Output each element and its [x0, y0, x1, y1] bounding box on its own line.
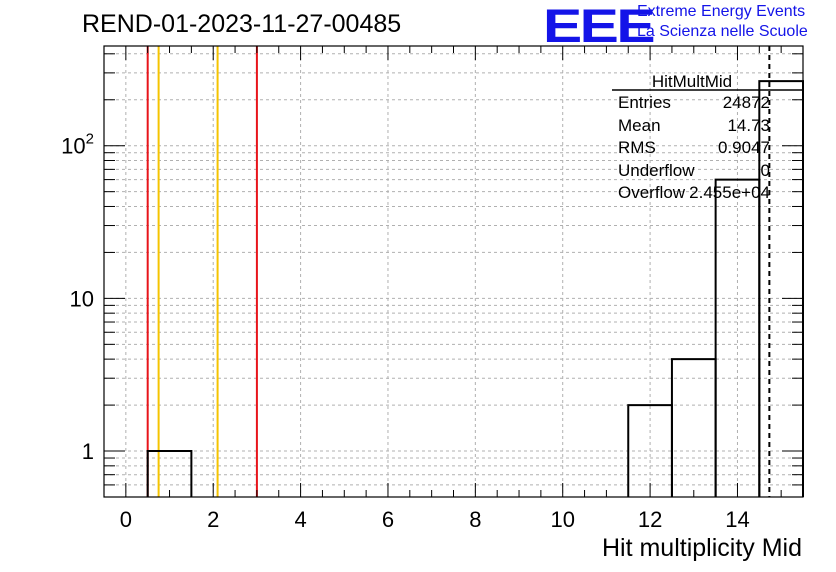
tick-labels: 0 2 4 6 8 10 12 14 1 10 102 — [61, 131, 750, 532]
x-tick-label: 2 — [207, 507, 219, 532]
y-tick-label: 102 — [61, 131, 94, 159]
histogram-bar — [670, 358, 717, 497]
stats-value-entries: 24872 — [722, 93, 770, 112]
plot-frame — [103, 45, 804, 498]
x-tick-label: 4 — [294, 507, 306, 532]
y-tick-label: 1 — [82, 439, 94, 464]
stats-label-overflow: Overflow — [618, 183, 686, 202]
x-tick-label: 0 — [120, 507, 132, 532]
x-tick-label: 8 — [469, 507, 481, 532]
stats-label-entries: Entries — [618, 93, 671, 112]
grid-layer — [104, 46, 803, 498]
histogram-bar — [146, 450, 193, 497]
x-tick-label: 12 — [638, 507, 662, 532]
stats-value-overflow: 2.455e+04 — [689, 183, 770, 202]
stats-label-underflow: Underflow — [618, 160, 695, 180]
y-tick-label: 10 — [70, 286, 94, 311]
axes — [103, 45, 804, 498]
stats-value-mean: 14.73 — [727, 115, 770, 135]
x-tick-label: 10 — [550, 507, 574, 532]
stats-label-rms: RMS — [618, 138, 656, 157]
stats-label-mean: Mean — [618, 115, 661, 135]
logo-line-1: Extreme Energy Events — [637, 3, 806, 20]
stats-box-title: HitMultMid — [651, 72, 733, 91]
stats-value-underflow: 0 — [760, 160, 770, 180]
x-tick-label: 14 — [725, 507, 749, 532]
marker-lines — [146, 46, 771, 497]
x-tick-label: 6 — [382, 507, 394, 532]
stats-value-rms: 0.9047 — [718, 138, 770, 157]
logo-line-2: La Scienza nelle Scuole — [637, 23, 808, 40]
page-title: REND-01-2023-11-27-00485 — [82, 10, 402, 38]
x-axis-label: Hit multiplicity Mid — [601, 534, 802, 562]
eee-logo: EEE — [543, 0, 656, 52]
